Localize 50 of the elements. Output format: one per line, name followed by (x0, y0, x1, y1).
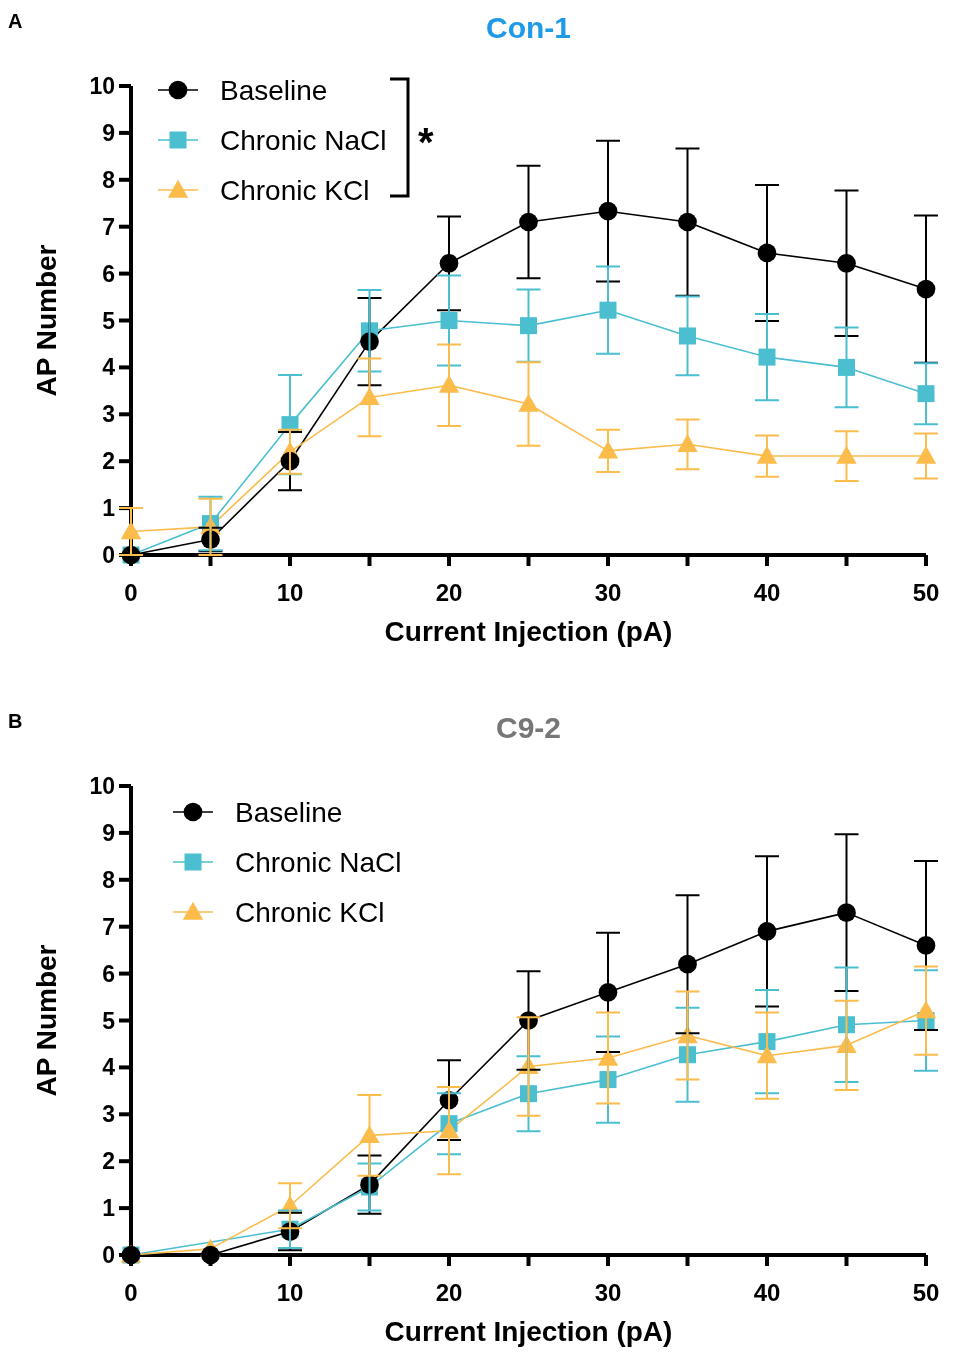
x-tick-label: 40 (753, 579, 781, 606)
y-tick-label: 9 (102, 119, 115, 146)
annotation: * (418, 120, 434, 164)
y-tick-label: 8 (102, 166, 116, 193)
y-tick-label: 5 (102, 1007, 116, 1034)
y-tick-label: 8 (102, 866, 116, 893)
text: A (8, 10, 23, 32)
y-tick-label: 6 (102, 260, 115, 287)
x-tick-label: 0 (124, 1279, 138, 1306)
y-tick-label: 7 (102, 213, 115, 240)
y-tick-label: 2 (102, 1148, 115, 1175)
y-tick-label: 3 (102, 401, 115, 428)
legend-label: Chronic KCl (235, 897, 385, 928)
x-tick-label: 0 (124, 579, 138, 606)
y-axis-title: AP Number (31, 244, 62, 397)
y-tick-label: 10 (89, 773, 115, 799)
x-axis-title: Current Injection (pA) (384, 616, 673, 647)
x-tick-label: 10 (276, 1279, 304, 1306)
y-tick-label: 1 (102, 495, 116, 522)
y-tick-label: 5 (102, 307, 116, 334)
chart-title: Con-1 (486, 11, 571, 44)
x-tick-label: 20 (435, 579, 463, 606)
chart-title: C9-2 (495, 711, 562, 744)
y-tick-label: 0 (102, 1242, 115, 1268)
y-tick-label: 3 (102, 1101, 115, 1128)
y-tick-label: 10 (89, 73, 115, 99)
y-tick-label: 2 (102, 448, 115, 475)
x-tick-label: 50 (912, 579, 940, 606)
text: B (8, 710, 23, 732)
y-tick-label: 0 (102, 542, 115, 568)
x-tick-label: 30 (594, 579, 622, 606)
legend-label: Chronic KCl (220, 175, 370, 206)
x-axis-title: Current Injection (pA) (384, 1316, 673, 1347)
point (201, 1245, 220, 1265)
y-axis-title: AP Number (31, 944, 62, 1097)
x-tick-label: 20 (435, 1279, 463, 1306)
x-tick-label: 40 (753, 1279, 781, 1306)
legend-label: Baseline (220, 75, 328, 106)
y-tick-label: 1 (102, 1195, 116, 1222)
legend-label: Baseline (235, 797, 343, 828)
y-tick-label: 4 (102, 354, 116, 381)
y-tick-label: 4 (102, 1054, 116, 1081)
legend-label: Chronic NaCl (235, 847, 402, 878)
y-tick-label: 7 (102, 913, 115, 940)
legend-label: Chronic NaCl (220, 125, 387, 156)
x-tick-label: 10 (276, 579, 304, 606)
x-tick-label: 50 (912, 1279, 940, 1306)
y-tick-label: 6 (102, 960, 115, 987)
x-tick-label: 30 (594, 1279, 622, 1306)
y-tick-label: 9 (102, 819, 115, 846)
